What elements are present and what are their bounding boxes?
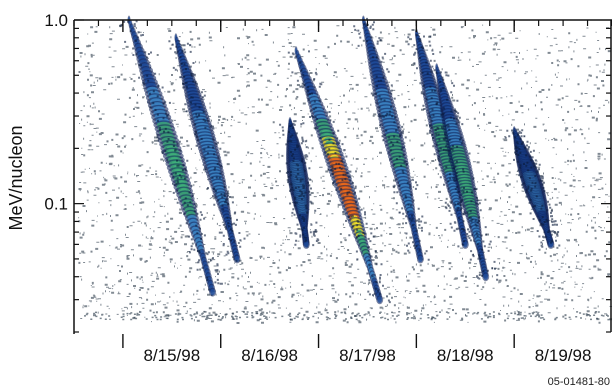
x-tick-label: 8/19/98 — [535, 346, 592, 365]
dispersion-streak — [119, 15, 223, 297]
dispersion-streak — [287, 46, 391, 305]
dispersion-streak — [429, 63, 499, 282]
dispersion-streaks — [119, 15, 561, 305]
x-tick-label: 8/18/98 — [437, 346, 494, 365]
axes — [73, 19, 612, 348]
dispersion-streak — [279, 117, 320, 249]
x-tick-label: 8/16/98 — [241, 346, 298, 365]
figure-id: 05-01481-80 — [547, 376, 610, 388]
dispersion-streak — [353, 15, 430, 264]
noise-cutoff-band — [84, 311, 610, 321]
dispersion-streak — [168, 33, 246, 264]
dispersion-streak — [407, 28, 474, 249]
tick-labels: 1.0 0.1 8/15/98 8/16/98 8/17/98 8/18/98 8/19/9… — [44, 11, 591, 365]
dispersion-streak — [504, 126, 561, 249]
x-tick-label: 8/15/98 — [143, 346, 200, 365]
y-axis-label: MeV/nucleon — [6, 125, 26, 230]
y-tick-label: 1.0 — [44, 11, 68, 30]
x-tick-label: 8/17/98 — [339, 346, 396, 365]
y-tick-label: 0.1 — [44, 195, 68, 214]
